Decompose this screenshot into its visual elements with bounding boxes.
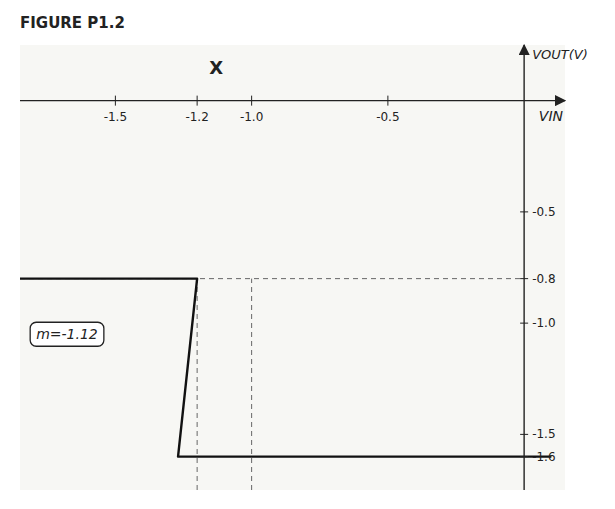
plot-area — [20, 45, 565, 490]
data-group — [20, 279, 551, 490]
transfer-curve — [20, 279, 551, 457]
x-tick-label: -0.5 — [376, 110, 399, 124]
x-tick — [197, 96, 198, 106]
y-tick — [520, 434, 528, 435]
title: FIGURE P1.2 — [20, 14, 125, 32]
x-tick — [251, 96, 252, 106]
y-axis — [523, 45, 524, 490]
y-axis-label: VOUT(V) — [532, 47, 588, 62]
x-tick — [115, 96, 116, 106]
y-tick-label: -1.0 — [532, 316, 555, 330]
x-axis-label: VIN — [539, 108, 564, 124]
x-tick-label: -1.2 — [185, 110, 208, 124]
y-tick — [520, 211, 528, 212]
y-tick-label: -0.8 — [532, 272, 555, 286]
slope-label: m=-1.12 — [36, 326, 98, 342]
y-tick — [520, 278, 528, 279]
slope-box — [30, 322, 104, 346]
slope-annotation: m=-1.12 — [30, 322, 104, 346]
chart: FIGURE P1.2 -1.5 -1.2 -1.0 -0.5 -0.5 -0.8 -1.0 -… — [0, 0, 615, 509]
x-axis — [20, 100, 565, 101]
y-tick-label: -0.5 — [532, 205, 555, 219]
y-tick-label: -1.5 — [532, 427, 555, 441]
x-tick — [387, 96, 388, 106]
reference-vline — [251, 279, 252, 490]
y-tick-label: -1.6 — [532, 450, 555, 464]
y-tick — [520, 323, 528, 324]
marker-annotation: X — [209, 57, 223, 78]
y-tick — [520, 456, 528, 457]
x-tick-label: -1.0 — [240, 110, 263, 124]
x-tick-label: -1.5 — [104, 110, 127, 124]
reference-vline — [197, 279, 198, 490]
